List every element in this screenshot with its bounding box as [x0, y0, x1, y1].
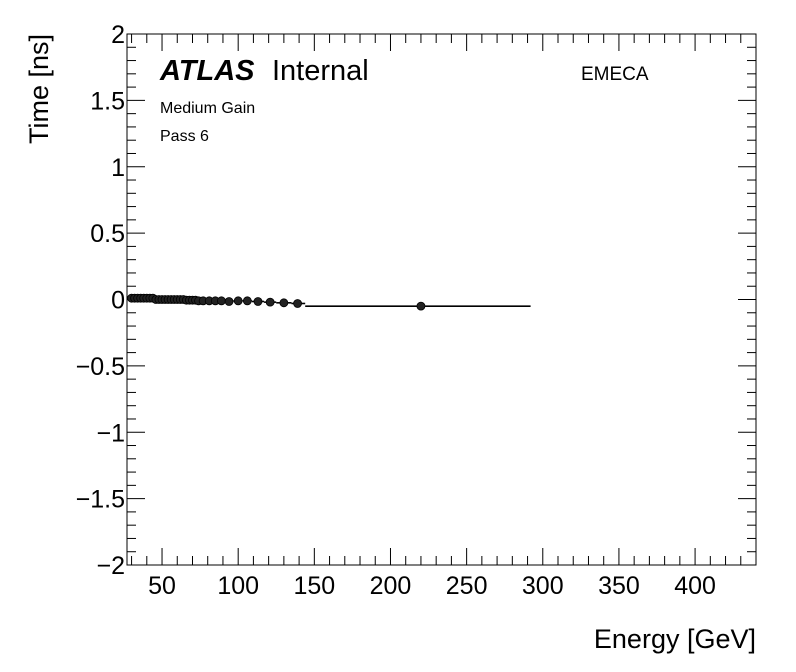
data-point — [416, 301, 426, 311]
data-point — [293, 299, 302, 308]
x-tick-label: 100 — [217, 572, 259, 600]
x-tick-label: 250 — [446, 572, 488, 600]
y-tick-label: 0 — [111, 287, 125, 315]
x-axis-title: Energy [GeV] — [594, 624, 756, 654]
y-tick-label: 2 — [111, 21, 125, 49]
data-point — [279, 298, 289, 308]
atlas-sublabel: Internal — [272, 55, 369, 87]
data-point — [233, 296, 243, 306]
y-axis-title: Time [ns] — [24, 34, 54, 144]
x-tick-label: 150 — [293, 572, 335, 600]
annotation-pass: Pass 6 — [160, 128, 209, 145]
x-tick-label: 350 — [598, 572, 640, 600]
x-tick-label: 300 — [522, 572, 564, 600]
y-tick-labels: −2 −1.5 −1 −0.5 0 0.5 1 1.5 2 — [76, 21, 125, 580]
x-tick-labels: 50 100 150 200 250 300 350 400 — [148, 572, 716, 600]
axis-ticks — [127, 33, 757, 566]
x-tick-label: 200 — [370, 572, 412, 600]
x-tick-label: 400 — [674, 572, 716, 600]
data-point — [224, 297, 234, 306]
y-tick-label: −1.5 — [76, 486, 125, 514]
y-tick-label: 1.5 — [90, 87, 125, 115]
y-tick-label: −2 — [96, 552, 125, 580]
atlas-label: ATLAS — [159, 55, 255, 87]
y-tick-label: 1 — [111, 154, 125, 182]
y-tick-label: −0.5 — [76, 353, 125, 381]
data-points — [127, 293, 531, 311]
data-point — [242, 296, 252, 306]
x-tick-label: 50 — [148, 572, 176, 600]
data-point — [253, 297, 263, 306]
data-point — [217, 296, 226, 306]
region-label: EMECA — [581, 64, 649, 85]
annotation-gain: Medium Gain — [160, 100, 255, 117]
data-point — [265, 297, 275, 307]
y-tick-label: −1 — [96, 419, 125, 447]
y-tick-label: 0.5 — [90, 220, 125, 248]
